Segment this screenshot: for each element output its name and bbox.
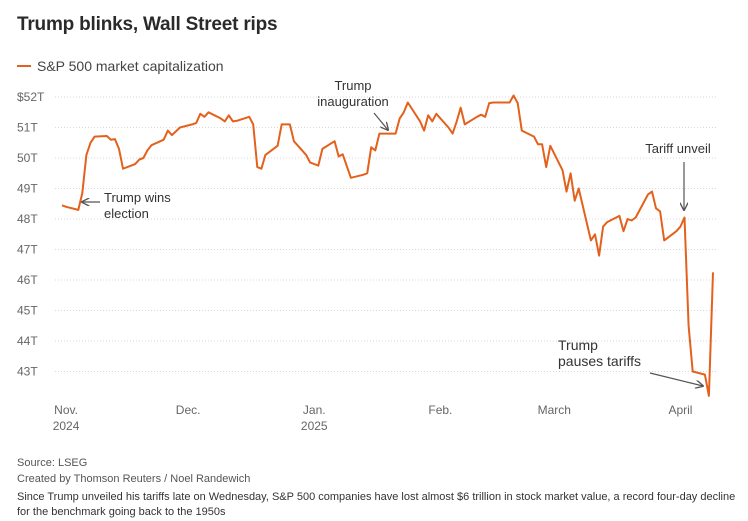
annotation-label: Trump: [558, 337, 598, 353]
y-tick-label: 48T: [17, 212, 38, 226]
annotation-label: inauguration: [317, 94, 389, 109]
annotation-label: Trump wins: [104, 190, 171, 205]
y-tick-label: 45T: [17, 304, 38, 318]
series-line: [61, 94, 714, 397]
x-tick-label: April: [668, 403, 692, 417]
y-tick-label: 47T: [17, 243, 38, 257]
credit-text: Created by Thomson Reuters / Noel Randew…: [17, 473, 251, 485]
legend-label: S&P 500 market capitalization: [37, 58, 224, 74]
y-tick-label: 46T: [17, 273, 38, 287]
x-tick-label: Feb.: [428, 403, 452, 417]
chart-svg: $52T 51T 50T 49T 48T 47T 46T 45T 44T 43T Nov. 2024 D…: [17, 78, 718, 433]
x-tick-sublabel: 2024: [53, 419, 80, 433]
legend-swatch: [17, 65, 31, 67]
x-tick-label: March: [538, 403, 571, 417]
source-text: Source: LSEG: [17, 457, 88, 469]
annotation-arrow: [373, 112, 388, 130]
y-tick-label: 44T: [17, 334, 38, 348]
note-text: Since Trump unveiled his tariffs late on…: [17, 491, 736, 518]
annotation-label: pauses tariffs: [558, 353, 641, 369]
annotation-label: Tariff unveil: [645, 141, 711, 156]
y-tick-label: 50T: [17, 151, 38, 165]
y-tick-label: 51T: [17, 121, 38, 135]
legend: S&P 500 market capitalization: [17, 58, 224, 74]
y-tick-label: 43T: [17, 365, 38, 379]
chart-title: Trump blinks, Wall Street rips: [17, 14, 278, 35]
y-tick-label: 49T: [17, 182, 38, 196]
x-tick-label: Nov.: [54, 403, 78, 417]
x-tick-label: Dec.: [176, 403, 201, 417]
annotation-arrow: [649, 372, 703, 386]
annotation-label: election: [104, 206, 149, 221]
annotation-label: Trump: [334, 78, 371, 93]
x-tick-label: Jan.: [303, 403, 326, 417]
y-tick-label: $52T: [17, 90, 45, 104]
x-tick-sublabel: 2025: [301, 419, 328, 433]
